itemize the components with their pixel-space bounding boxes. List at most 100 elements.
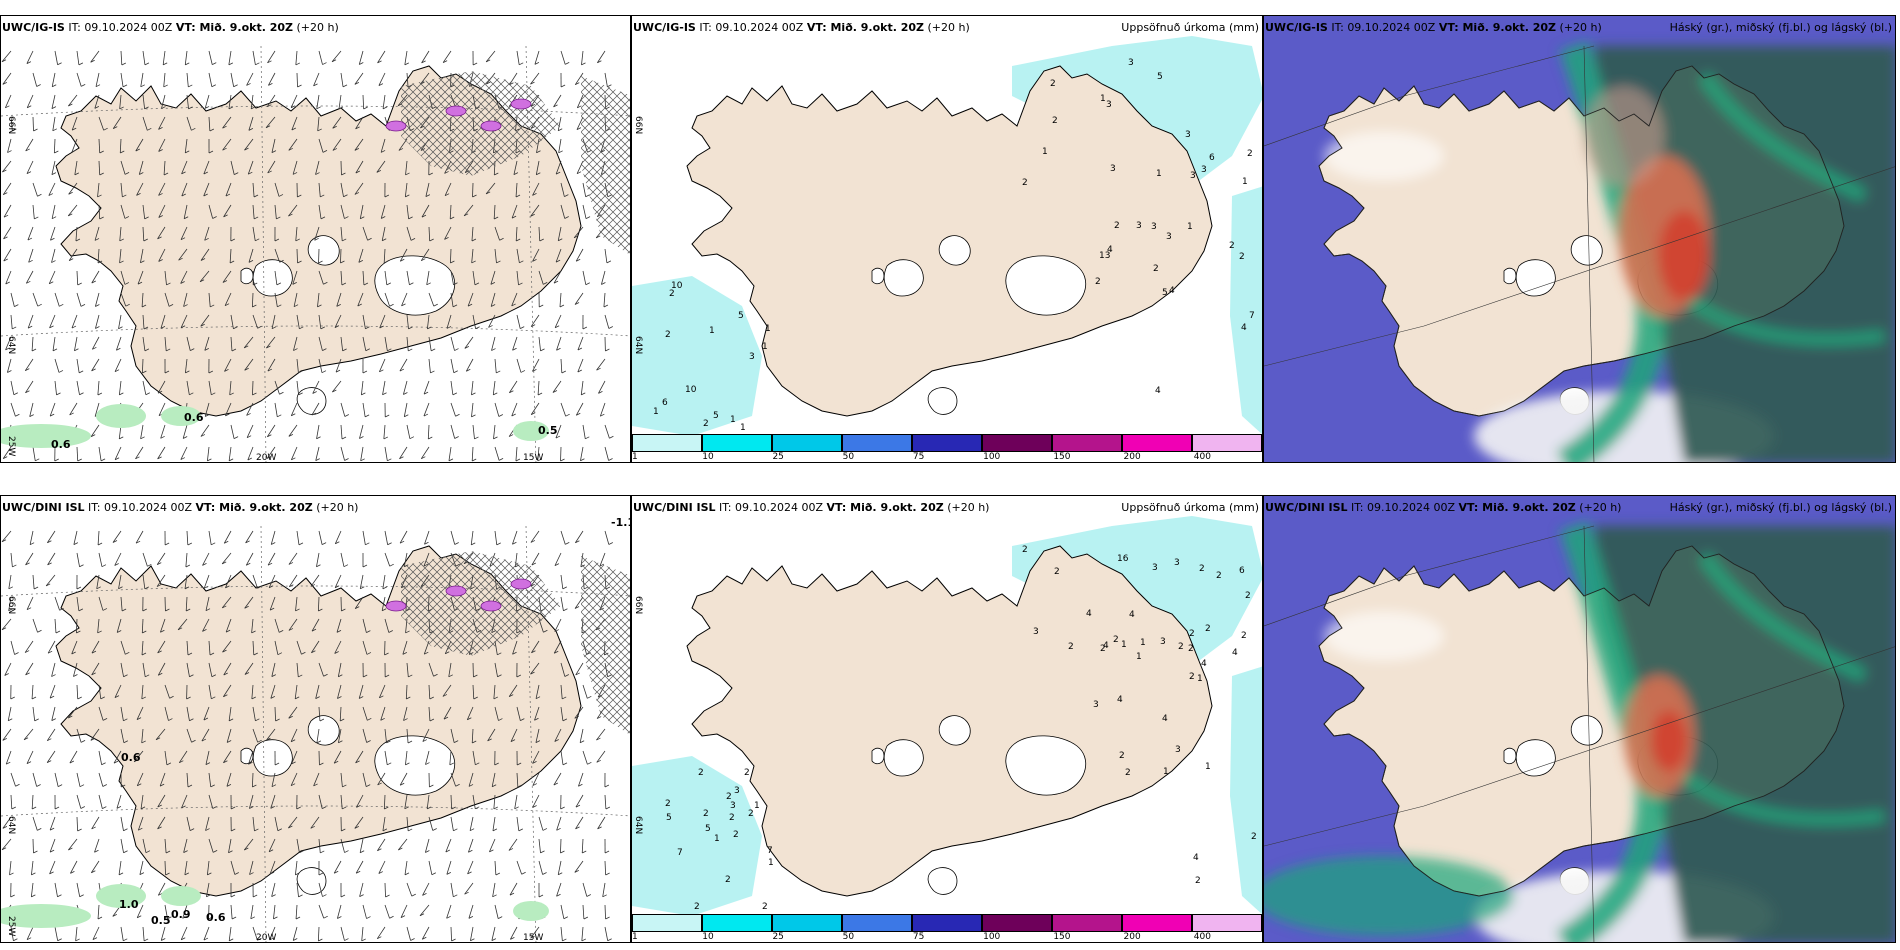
wind-barb	[511, 413, 516, 417]
wind-barb	[554, 650, 559, 654]
wind-barb	[515, 446, 518, 461]
wind-barb	[233, 84, 238, 88]
green-area	[96, 404, 146, 428]
wind-barb	[296, 838, 300, 853]
wind-barb	[576, 127, 582, 130]
wind-barb	[296, 640, 302, 655]
wind-barb	[450, 772, 457, 787]
wind-barb	[141, 292, 144, 307]
wind-barb	[208, 150, 214, 154]
wind-barb	[157, 562, 162, 566]
precip-value: 6	[662, 398, 668, 408]
wind-barb	[334, 651, 339, 654]
wind-barb	[228, 50, 232, 65]
wind-barb	[224, 358, 232, 372]
wind-barb	[71, 325, 77, 329]
wind-barb	[69, 760, 75, 764]
wind-barb	[419, 913, 425, 917]
wind-barb	[199, 279, 205, 283]
precip-value: 10	[685, 385, 697, 395]
wind-barb	[317, 926, 320, 942]
wind-barb	[70, 870, 75, 874]
wind-barb	[46, 728, 56, 741]
wind-barb	[290, 772, 298, 786]
wind-barb	[355, 116, 364, 130]
wind-barb	[142, 116, 148, 131]
wind-barb	[157, 816, 166, 830]
wind-barb	[359, 850, 365, 854]
wind-barb	[554, 629, 559, 632]
precip-value: 1	[762, 342, 768, 352]
wind-barb	[224, 292, 232, 306]
wind-barb	[68, 213, 73, 217]
wind-barb	[3, 248, 12, 262]
lat-label: 64N	[6, 816, 16, 834]
colorbar-swatch	[982, 914, 1052, 932]
wind-barb	[337, 684, 342, 699]
wind-barb	[318, 260, 323, 264]
wind-barb	[186, 662, 190, 677]
wind-barb	[473, 674, 478, 678]
wind-barb	[30, 882, 34, 897]
wind-barb	[564, 674, 570, 677]
wind-barb	[228, 706, 232, 721]
wind-barb	[449, 204, 452, 220]
wind-barb	[296, 530, 300, 545]
wind-barb	[142, 50, 146, 65]
wind-barb	[556, 882, 562, 897]
wind-barb	[380, 717, 385, 721]
wind-barb	[464, 882, 474, 895]
precip-value: 3	[1160, 637, 1166, 647]
wind-barb	[36, 784, 41, 787]
wind-barb	[143, 238, 148, 242]
wind-barb	[116, 618, 122, 633]
lat-label: 66N	[6, 596, 16, 614]
wind-barb	[379, 314, 386, 329]
wind-barb	[157, 882, 166, 896]
wind-barb	[553, 94, 562, 108]
colorbar-label: 150	[1053, 452, 1071, 462]
wind-barb	[362, 728, 368, 743]
wind-barb	[68, 191, 73, 195]
wind-barb	[102, 718, 108, 721]
wind-barb	[401, 303, 406, 307]
wind-barb	[97, 530, 100, 545]
wind-barb	[428, 436, 433, 440]
wind-barb	[140, 424, 144, 439]
wind-barb	[184, 872, 190, 876]
wind-barb	[419, 904, 430, 916]
wind-barb	[596, 367, 601, 371]
wind-barb	[76, 882, 81, 897]
wind-barb	[389, 915, 394, 919]
wind-barb	[274, 380, 280, 395]
wind-barb	[494, 762, 499, 766]
wind-barb	[554, 739, 559, 742]
wind-barb	[363, 106, 368, 110]
wind-barb	[445, 838, 452, 853]
wind-barb	[166, 762, 172, 766]
wind-barb	[453, 894, 458, 898]
wind-barb	[271, 542, 276, 545]
wind-barb	[470, 938, 475, 942]
wind-barb	[361, 926, 364, 941]
wind-barb	[246, 402, 254, 416]
wind-barb	[246, 83, 251, 86]
wind-barb	[3, 258, 8, 262]
wind-barb	[2, 737, 7, 741]
wind-barb	[425, 750, 430, 765]
wind-barb	[120, 182, 123, 197]
wind-barb	[189, 392, 194, 396]
wind-barb	[379, 684, 386, 698]
wind-barb	[26, 937, 32, 941]
wind-barb	[494, 172, 499, 176]
wind-barb	[231, 348, 237, 352]
wind-barb	[313, 772, 320, 787]
wind-barb	[180, 325, 186, 329]
purple-area	[445, 105, 467, 117]
wind-barb	[383, 794, 386, 810]
wind-barb	[430, 370, 435, 374]
wind-barb	[25, 380, 34, 394]
wind-barb	[12, 326, 17, 330]
wind-barb	[33, 128, 38, 132]
wind-barb	[274, 204, 277, 219]
